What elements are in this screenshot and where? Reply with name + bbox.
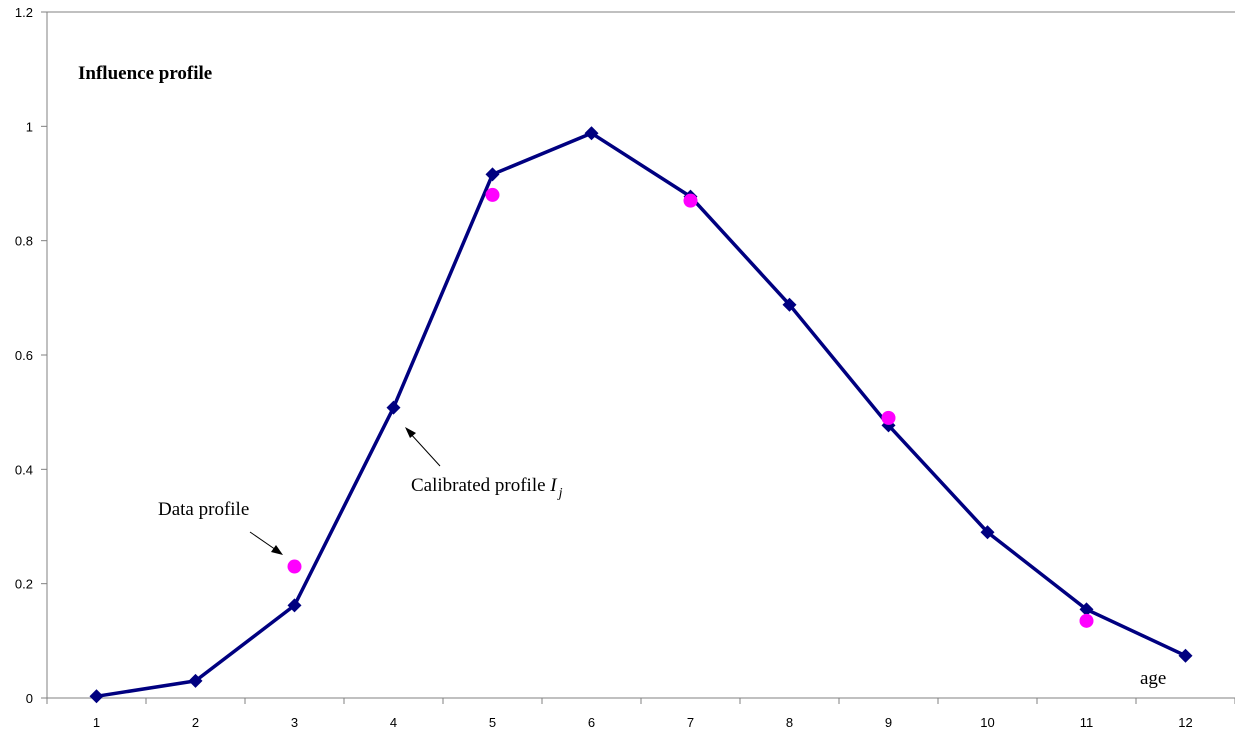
- data-point-calibrated: [1079, 602, 1094, 617]
- x-tick-label: 6: [588, 715, 595, 730]
- data-point-calibrated: [1178, 648, 1193, 663]
- data-point-data: [881, 410, 896, 425]
- data-point-calibrated: [89, 689, 104, 704]
- calibrated-profile-symbol: I: [549, 475, 558, 496]
- data-point-calibrated: [782, 297, 797, 312]
- calibrated-profile-arrow-line: [408, 431, 441, 467]
- x-tick-label: 5: [489, 715, 496, 730]
- data-point-data: [287, 559, 302, 574]
- markers: [89, 126, 1193, 704]
- chart-title: Influence profile: [78, 63, 212, 84]
- y-tick-label: 0: [26, 691, 33, 706]
- x-tick-label: 7: [687, 715, 694, 730]
- x-tick-label: 2: [192, 715, 199, 730]
- calibrated-profile-subscript: j: [557, 486, 563, 501]
- x-axis-label: age: [1140, 668, 1166, 689]
- x-tick-label: 12: [1178, 715, 1192, 730]
- x-tick-label: 1: [93, 715, 100, 730]
- data-point-calibrated: [386, 400, 401, 415]
- data-point-data: [683, 193, 698, 208]
- y-tick-label: 0.4: [15, 462, 33, 477]
- data-point-calibrated: [980, 525, 995, 540]
- y-tick-label: 1.2: [15, 5, 33, 20]
- x-tick-label: 9: [885, 715, 892, 730]
- data-point-calibrated: [584, 126, 599, 141]
- y-tick-label: 0.2: [15, 577, 33, 592]
- data-profile-annotation: Data profile: [158, 499, 249, 520]
- data-point-data: [485, 187, 500, 202]
- y-tick-label: 1: [26, 119, 33, 134]
- y-tick-label: 0.8: [15, 234, 33, 249]
- data-point-calibrated: [485, 167, 500, 182]
- data-point-data: [1079, 613, 1094, 628]
- axes: [46, 11, 1235, 699]
- data-profile-arrow-head: [271, 545, 283, 555]
- x-tick-label: 10: [980, 715, 994, 730]
- x-tick-label: 8: [786, 715, 793, 730]
- data-point-calibrated: [188, 673, 203, 688]
- calibrated-profile-label: Calibrated profile: [411, 475, 550, 496]
- x-tick-label: 11: [1080, 715, 1094, 730]
- calibrated-profile-arrow-head: [405, 427, 416, 438]
- ticks: 00.20.40.60.811.21 2 3 4 5 6 7 8 9 10 11 12: [15, 5, 1235, 730]
- data-point-calibrated: [287, 598, 302, 613]
- series-line-calibrated: [96, 131, 1187, 699]
- x-tick-label: 3: [291, 715, 298, 730]
- series-lines: [96, 131, 1187, 699]
- x-tick-label: 4: [390, 715, 397, 730]
- y-tick-label: 0.6: [15, 348, 33, 363]
